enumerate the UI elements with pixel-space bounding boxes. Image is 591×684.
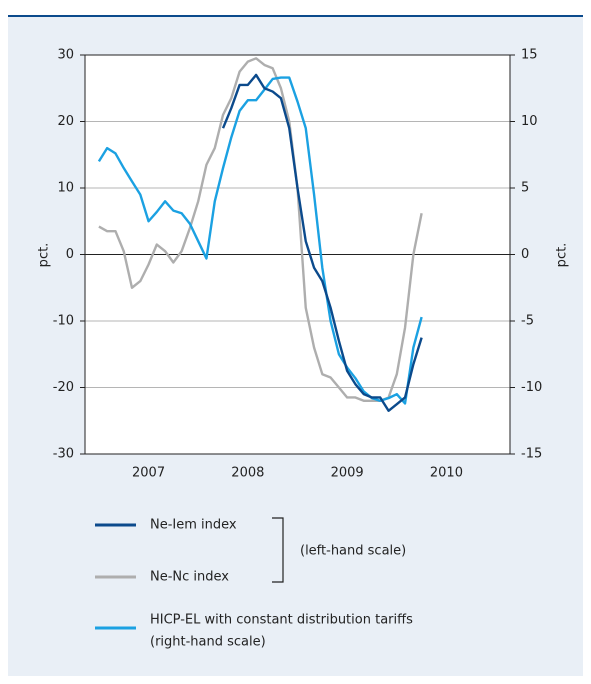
legend-note: (right-hand scale) xyxy=(150,635,266,650)
x-tick-label: 2009 xyxy=(331,466,364,481)
y2-tick-label: -5 xyxy=(521,314,534,329)
y2-tick-label: -15 xyxy=(521,447,542,462)
legend-note: (left-hand scale) xyxy=(300,544,406,559)
y2-axis-label: pct. xyxy=(555,243,570,268)
legend-label: Ne-Nc index xyxy=(150,570,229,585)
series-line xyxy=(221,73,423,412)
y-tick-label: 20 xyxy=(57,114,74,129)
y-tick-label: -30 xyxy=(53,447,74,462)
y2-tick-label: 10 xyxy=(521,114,538,129)
legend-label: Ne-Iem index xyxy=(150,518,237,533)
y2-tick-label: 0 xyxy=(521,247,529,262)
y2-tick-label: 5 xyxy=(521,181,529,196)
legend-label: HICP-EL with constant distribution tarif… xyxy=(150,613,413,628)
x-tick-label: 2007 xyxy=(132,466,165,481)
y-tick-label: 30 xyxy=(57,48,74,63)
series-line xyxy=(98,57,423,402)
y-tick-label: -20 xyxy=(53,380,74,395)
x-tick-label: 2008 xyxy=(231,466,264,481)
x-tick-label: 2010 xyxy=(430,466,463,481)
legend-bracket xyxy=(272,517,284,583)
y2-tick-label: 15 xyxy=(521,48,538,63)
y2-tick-label: -10 xyxy=(521,380,542,395)
plot-frame xyxy=(84,54,511,455)
y-axis-label: pct. xyxy=(37,243,52,268)
y-tick-label: 10 xyxy=(57,181,74,196)
y-tick-label: 0 xyxy=(66,247,74,262)
y-tick-label: -10 xyxy=(53,314,74,329)
